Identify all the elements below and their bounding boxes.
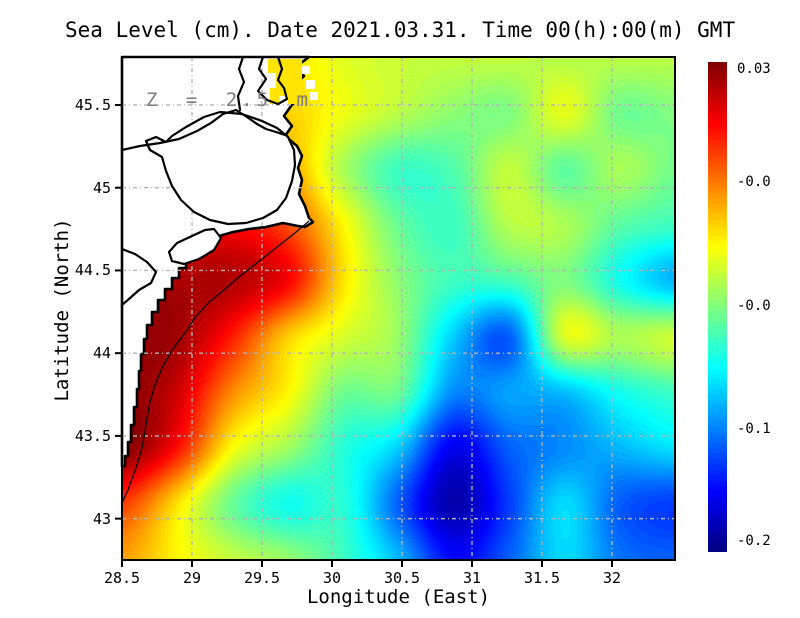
coastline-detail bbox=[120, 247, 158, 307]
lagoon-outline bbox=[167, 227, 223, 266]
x-tick-label: 29.5 bbox=[243, 569, 281, 587]
x-tick-label: 32 bbox=[602, 569, 622, 587]
y-tick-label: 45 bbox=[92, 178, 111, 197]
x-tick-label: 30.5 bbox=[383, 569, 421, 587]
colorbar-tick-label: 0.03 bbox=[737, 60, 771, 77]
x-tick-label: 31.5 bbox=[523, 569, 561, 587]
x-axis-label: Longitude (East) bbox=[306, 586, 491, 608]
x-tick-label: 30 bbox=[322, 569, 342, 587]
coast-staircase-cell bbox=[302, 66, 310, 74]
delta-lagoon-patch bbox=[268, 59, 302, 104]
plot-title: Sea Level (cm). Date 2021.03.31. Time 00… bbox=[65, 18, 736, 42]
y-tick-label: 45.5 bbox=[74, 95, 111, 114]
colorbar-tick-label: -0.2 bbox=[737, 533, 771, 550]
coast-staircase-cell bbox=[310, 92, 318, 100]
x-tick-label: 31 bbox=[462, 569, 482, 587]
x-tick-label: 28.5 bbox=[103, 569, 141, 587]
coastline-detail bbox=[256, 55, 289, 106]
colorbar-tick-label: -0.0 bbox=[737, 174, 771, 191]
y-tick-label: 43.5 bbox=[74, 426, 111, 445]
lagoon-outline bbox=[144, 110, 297, 226]
nearshore-contour-line bbox=[121, 220, 310, 504]
colorbar-tick-label: -0.0 bbox=[737, 298, 771, 314]
plot-border bbox=[121, 56, 676, 561]
coast-staircase-cell bbox=[306, 80, 315, 89]
y-tick-label: 44 bbox=[92, 344, 111, 363]
coastline-detail bbox=[120, 108, 287, 152]
colorbar-canvas bbox=[708, 62, 727, 552]
y-axis-label: Latitude (North) bbox=[51, 218, 73, 402]
y-tick-label: 43 bbox=[92, 509, 111, 528]
y-tick-label: 44.5 bbox=[74, 261, 111, 280]
colorbar-tick-label: -0.1 bbox=[737, 420, 771, 437]
x-tick-label: 29 bbox=[182, 569, 202, 587]
depth-annotation: Z = 2.5 m bbox=[146, 89, 312, 111]
coastline-detail bbox=[236, 55, 246, 112]
